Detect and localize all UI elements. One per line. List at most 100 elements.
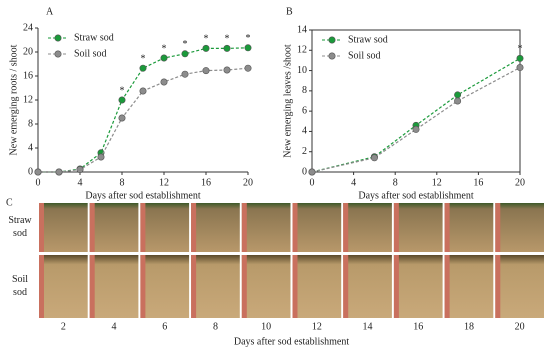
tray-edge xyxy=(241,255,247,318)
data-point xyxy=(516,54,524,62)
data-point xyxy=(370,154,378,162)
data-point xyxy=(202,67,210,75)
tray-edge xyxy=(444,255,450,318)
legend-marker xyxy=(328,36,336,44)
y-tick-label: 14 xyxy=(297,24,307,35)
y-tick-label: 12 xyxy=(23,94,33,105)
tray-edge xyxy=(39,255,44,318)
tray-edge xyxy=(393,203,399,252)
x-axis-label: Days after sod establishment xyxy=(85,190,200,201)
column-label: 6 xyxy=(162,321,167,332)
x-tick-label: 4 xyxy=(78,177,83,188)
sod-photo xyxy=(444,255,494,318)
sod-photo xyxy=(495,255,544,318)
y-tick-label: 0 xyxy=(28,166,33,177)
sod-photo xyxy=(241,255,291,318)
y-tick-label: 8 xyxy=(302,85,307,96)
x-tick-label: 20 xyxy=(515,177,525,188)
data-point xyxy=(454,97,462,105)
sod-photo xyxy=(292,203,342,252)
x-tick-label: 4 xyxy=(351,177,356,188)
tray-edge xyxy=(292,255,298,318)
legend-label: Soil sod xyxy=(74,48,107,59)
data-point xyxy=(55,168,63,176)
sod-photo xyxy=(393,203,443,252)
x-tick-label: 0 xyxy=(310,177,315,188)
sod-photo xyxy=(39,203,88,252)
tray-edge xyxy=(393,255,399,318)
panel-label: B xyxy=(286,6,293,17)
y-tick-label: 0 xyxy=(302,166,307,177)
plot-frame xyxy=(311,29,521,173)
series-line xyxy=(311,66,521,173)
sod-photo xyxy=(191,203,240,252)
tray-edge xyxy=(191,203,197,252)
column-label: 20 xyxy=(515,321,525,332)
column-label: 4 xyxy=(112,321,117,332)
data-point xyxy=(223,44,231,52)
significance-mark: * xyxy=(162,43,167,54)
series-line xyxy=(311,57,521,173)
data-point xyxy=(308,168,316,176)
sod-photo xyxy=(393,255,443,318)
x-tick-label: 0 xyxy=(36,177,41,188)
tray-edge xyxy=(140,255,146,318)
sod-photo xyxy=(444,203,494,252)
data-point xyxy=(139,87,147,95)
tray-edge xyxy=(343,255,349,318)
legend-marker xyxy=(54,50,62,58)
column-label: 2 xyxy=(61,321,66,332)
panel-label: C xyxy=(6,197,13,208)
y-tick-label: 6 xyxy=(302,105,307,116)
legend-label: Straw sod xyxy=(74,32,114,43)
significance-mark: * xyxy=(225,34,230,45)
tray-edge xyxy=(39,203,44,252)
column-label: 10 xyxy=(261,321,271,332)
data-point xyxy=(412,125,420,133)
legend-marker xyxy=(54,34,62,42)
sod-photo xyxy=(343,255,392,318)
x-tick-label: 8 xyxy=(393,177,398,188)
data-point xyxy=(181,70,189,78)
y-tick-label: 16 xyxy=(23,70,33,81)
x-tick-label: 16 xyxy=(201,177,211,188)
sod-photo xyxy=(343,203,392,252)
sod-photo xyxy=(495,203,544,252)
y-tick-label: 12 xyxy=(297,45,307,56)
data-point xyxy=(454,91,462,99)
tray-edge xyxy=(89,255,95,318)
significance-mark: * xyxy=(183,39,188,50)
y-axis-label: New emerging roots / shoot xyxy=(8,44,19,155)
data-point xyxy=(244,44,252,52)
significance-mark: * xyxy=(518,44,523,55)
significance-mark: * xyxy=(120,85,125,96)
x-axis-label: Days after sod establishment xyxy=(358,190,473,201)
y-tick-label: 2 xyxy=(302,146,307,157)
tray-edge xyxy=(495,203,501,252)
y-tick-label: 4 xyxy=(302,126,307,137)
photo-x-label: Days after sod establishment xyxy=(234,336,349,347)
data-point xyxy=(244,64,252,72)
data-point xyxy=(34,168,42,176)
data-point xyxy=(160,54,168,62)
sod-photo xyxy=(140,255,190,318)
y-axis-label: New emerging leaves /shoot xyxy=(282,44,293,158)
row-label: Soil sod xyxy=(12,274,28,298)
panel-label: A xyxy=(46,6,54,17)
column-label: 18 xyxy=(464,321,474,332)
x-tick-label: 12 xyxy=(159,177,169,188)
legend-label: Soil sod xyxy=(348,50,381,61)
data-point xyxy=(139,64,147,72)
significance-mark: * xyxy=(141,53,146,64)
x-tick-label: 20 xyxy=(243,177,253,188)
row-label: Straw sod xyxy=(8,215,32,239)
column-label: 14 xyxy=(363,321,373,332)
data-point xyxy=(118,114,126,122)
y-tick-label: 8 xyxy=(28,118,33,129)
tray-edge xyxy=(444,203,450,252)
tray-edge xyxy=(140,203,146,252)
tray-edge xyxy=(495,255,501,318)
legend-marker xyxy=(328,52,336,60)
data-point xyxy=(516,64,524,72)
sod-photo xyxy=(39,255,88,318)
